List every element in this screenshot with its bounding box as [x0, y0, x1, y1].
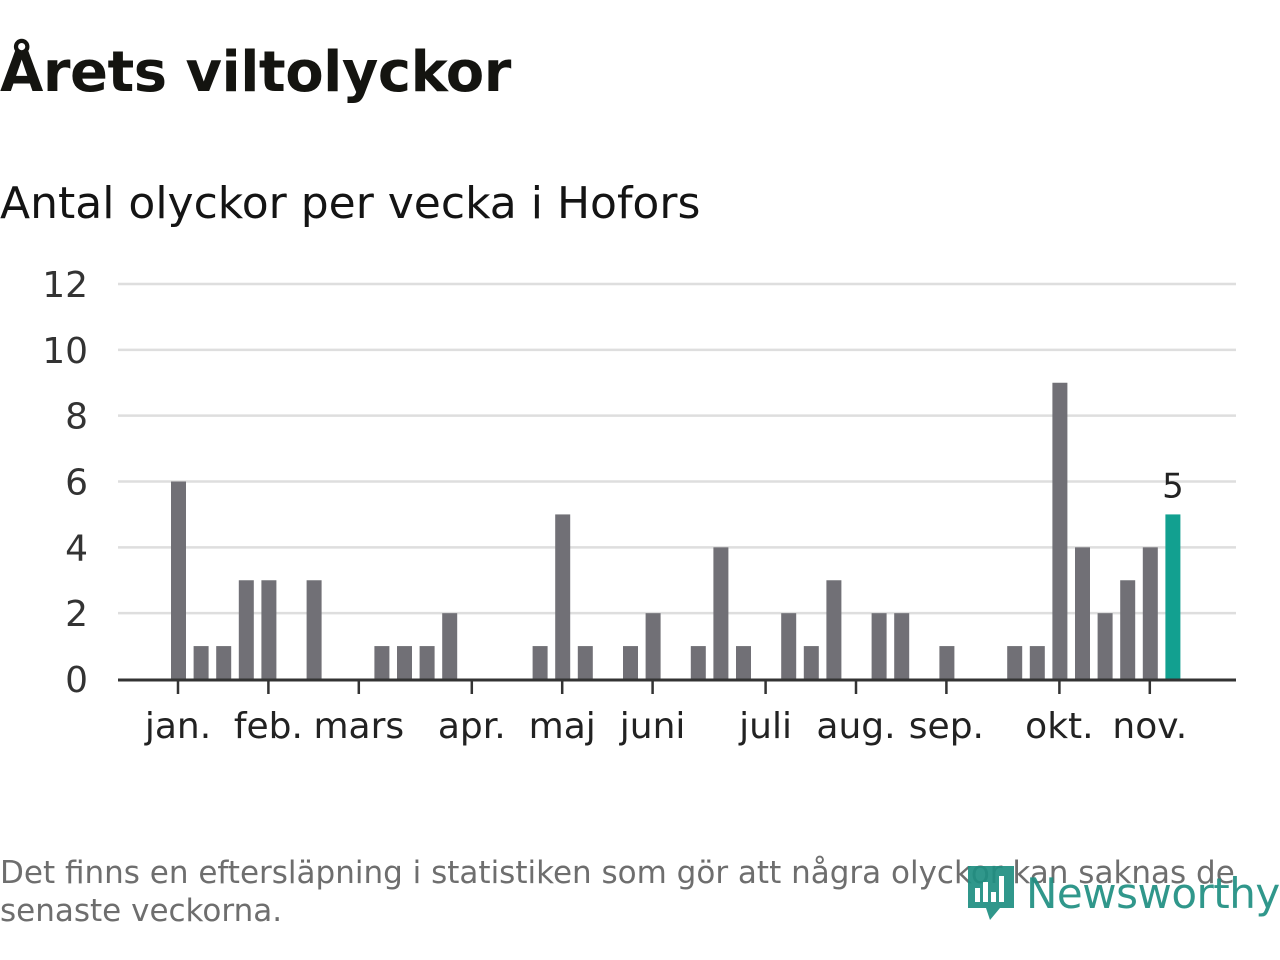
bar: [939, 646, 955, 679]
x-tick-label: juli: [738, 706, 792, 747]
x-tick-label: aug.: [816, 706, 895, 747]
bar: [306, 580, 322, 679]
footnote: Det finns en eftersläpning i statistiken…: [0, 855, 1235, 929]
bar: [690, 646, 706, 679]
bar: [577, 646, 593, 679]
bar-highlight: [1165, 514, 1181, 679]
x-tick-label: jan.: [144, 706, 211, 747]
bar: [894, 613, 910, 679]
x-tick-label: mars: [313, 706, 404, 747]
y-tick-label: 8: [65, 397, 88, 438]
bar: [736, 646, 751, 679]
bar: [1097, 613, 1113, 679]
bar: [645, 613, 661, 679]
bar: [1007, 646, 1023, 679]
x-axis-ticks: jan. feb. mars apr. maj juni juli aug. sep. okt. n…: [144, 680, 1187, 747]
bar: [532, 646, 548, 679]
bar: [419, 646, 435, 679]
x-tick-label: sep.: [909, 706, 984, 747]
bar: [171, 481, 186, 679]
bar: [442, 613, 458, 679]
bar: [238, 580, 254, 679]
newsworthy-logo: Newsworthy: [966, 862, 1280, 924]
bar: [1120, 580, 1136, 679]
bar: [826, 580, 842, 679]
x-tick-label: okt.: [1025, 706, 1093, 747]
bar: [1075, 547, 1090, 679]
bar: [1052, 382, 1068, 679]
y-axis-ticks: 0 2 4 6 8 10 12: [42, 265, 88, 701]
y-tick-label: 10: [42, 331, 88, 372]
y-tick-label: 12: [42, 265, 88, 306]
chart-logo-icon: [968, 866, 1014, 920]
bar: [555, 514, 571, 679]
x-tick-label: feb.: [234, 706, 303, 747]
data-labels: 5: [1162, 466, 1184, 506]
x-tick-label: apr.: [438, 706, 506, 747]
bar: [261, 580, 277, 679]
y-tick-label: 4: [65, 528, 88, 569]
y-tick-label: 0: [65, 660, 88, 701]
x-tick-label: nov.: [1112, 706, 1187, 747]
bar: [1142, 547, 1158, 679]
bars: [171, 382, 1181, 679]
chart-title: Årets viltolyckor: [0, 40, 511, 105]
bar: [713, 547, 729, 679]
chart-subtitle: Antal olyckor per vecka i Hofors: [0, 178, 701, 229]
brand-name: Newsworthy: [1026, 868, 1280, 918]
bar: [1029, 646, 1045, 679]
bar: [803, 646, 819, 679]
bar: [193, 646, 209, 679]
bar: [623, 646, 638, 679]
y-tick-label: 2: [65, 594, 88, 635]
x-tick-label: maj: [529, 706, 596, 747]
y-tick-label: 6: [65, 463, 88, 504]
bar: [216, 646, 232, 679]
x-tick-label: juni: [619, 706, 686, 747]
bar-value-label: 5: [1162, 466, 1184, 506]
bar: [781, 613, 797, 679]
bar: [871, 613, 887, 679]
grid-lines: [118, 282, 1236, 615]
bar: [374, 646, 390, 679]
bar: [397, 646, 412, 679]
